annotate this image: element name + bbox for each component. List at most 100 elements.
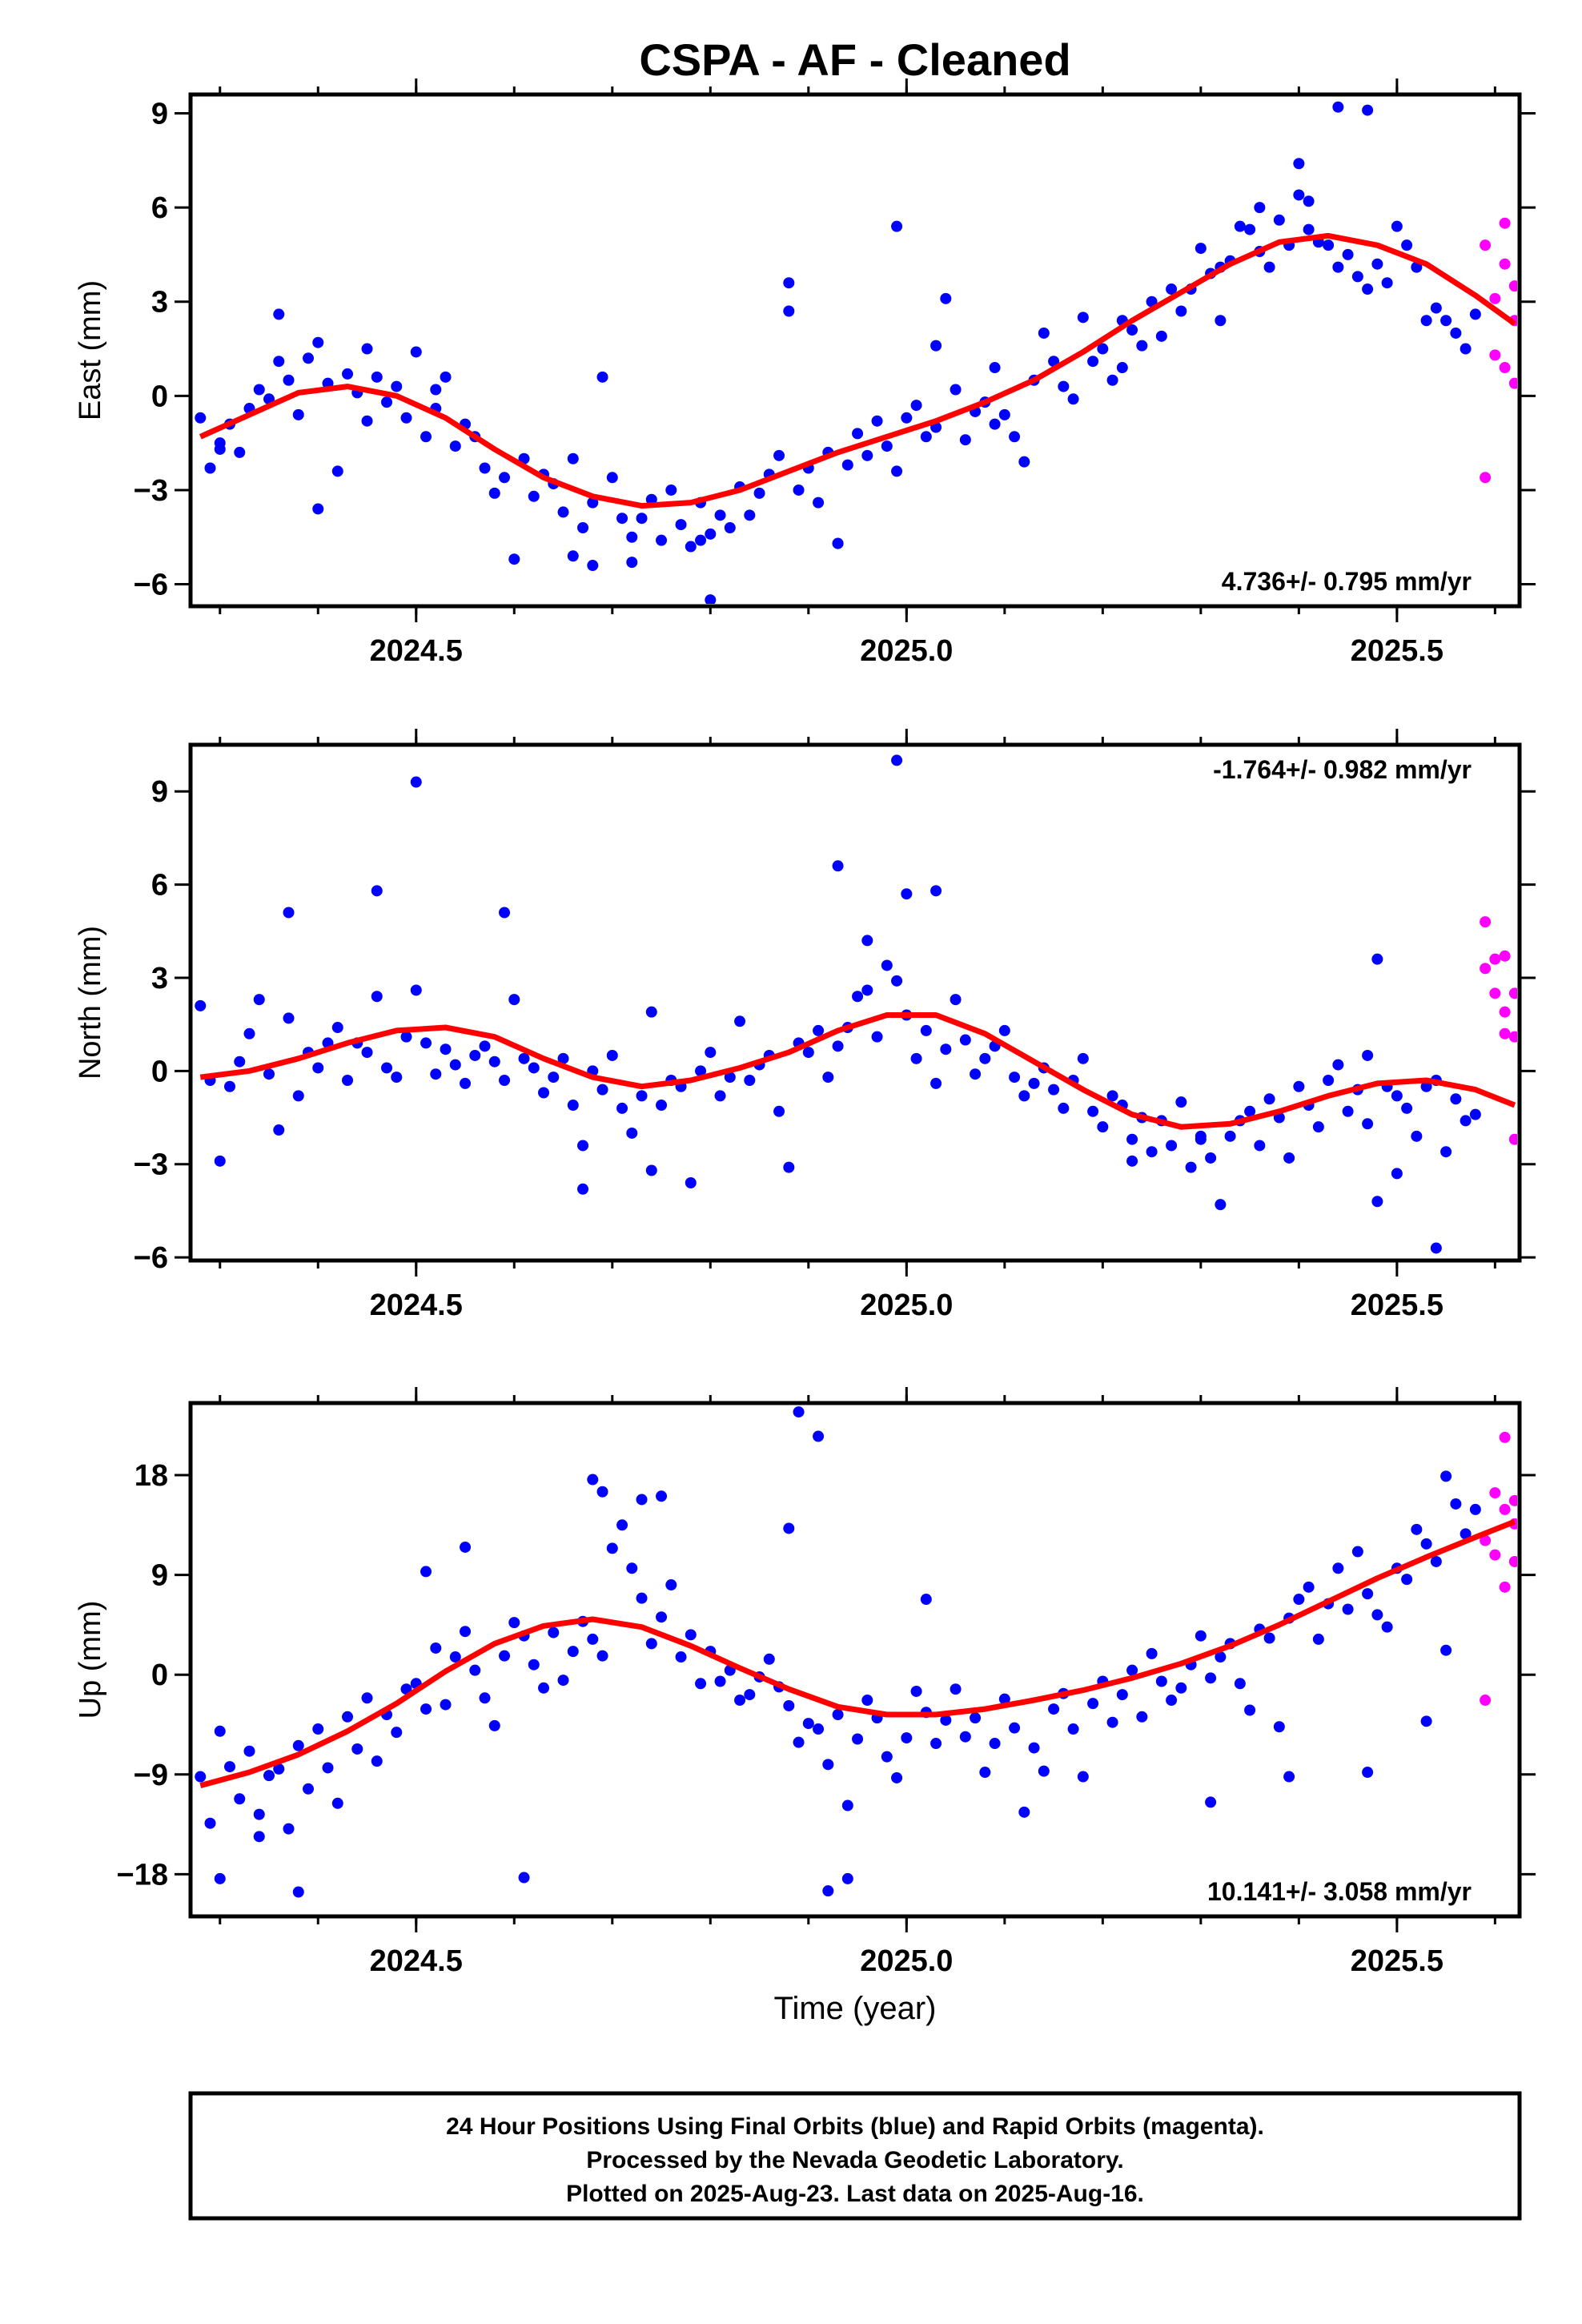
final-orbit-point bbox=[273, 1763, 285, 1775]
final-orbit-point bbox=[499, 1074, 511, 1086]
final-orbit-point bbox=[1126, 324, 1138, 336]
final-orbit-point bbox=[1420, 315, 1432, 327]
final-orbit-point bbox=[959, 434, 971, 446]
x-axis-label: Time (year) bbox=[774, 1991, 937, 2026]
final-orbit-point bbox=[371, 991, 383, 1003]
x-tick-label: 2025.5 bbox=[1351, 1944, 1443, 1978]
final-orbit-point bbox=[351, 1743, 363, 1755]
final-orbit-point bbox=[891, 1771, 903, 1783]
final-orbit-point bbox=[469, 1049, 481, 1061]
final-orbit-point bbox=[636, 1494, 648, 1506]
final-orbit-point bbox=[283, 1823, 295, 1835]
y-tick-label: −3 bbox=[134, 474, 168, 508]
final-orbit-point bbox=[714, 509, 726, 521]
final-orbit-point bbox=[665, 484, 677, 496]
rapid-orbit-point bbox=[1489, 292, 1501, 304]
final-orbit-point bbox=[557, 1052, 569, 1064]
final-orbit-point bbox=[705, 1047, 717, 1059]
final-orbit-point bbox=[861, 935, 873, 947]
final-orbit-point bbox=[440, 1043, 452, 1055]
y-tick-label: −18 bbox=[117, 1858, 168, 1892]
final-orbit-point bbox=[420, 1566, 432, 1578]
final-orbit-point bbox=[1460, 1528, 1472, 1540]
final-orbit-point bbox=[567, 452, 579, 464]
rapid-orbit-point bbox=[1508, 987, 1517, 999]
rapid-orbit-point bbox=[1499, 950, 1511, 962]
plot-frame bbox=[188, 742, 1522, 1263]
plot-frame bbox=[188, 1401, 1522, 1919]
final-orbit-point bbox=[1087, 1105, 1099, 1117]
final-orbit-point bbox=[234, 1793, 246, 1805]
final-orbit-point bbox=[1106, 374, 1118, 386]
final-orbit-point bbox=[577, 1183, 589, 1195]
final-orbit-point bbox=[1401, 1102, 1413, 1114]
final-orbit-point bbox=[1391, 1168, 1403, 1180]
final-orbit-point bbox=[656, 534, 668, 546]
final-orbit-point bbox=[645, 1638, 657, 1650]
east-panel: 2024.5 2025.0 2025.5 9 6 3 0 −3 −6 East (mm) 4.736… bbox=[74, 78, 1536, 668]
final-orbit-point bbox=[1136, 340, 1148, 352]
final-orbit-point bbox=[214, 1872, 226, 1884]
final-orbit-point bbox=[753, 487, 765, 499]
footer-line-1: 24 Hour Positions Using Final Orbits (bl… bbox=[446, 2113, 1264, 2140]
final-orbit-point bbox=[685, 1177, 697, 1189]
final-orbit-point bbox=[852, 1733, 864, 1745]
final-orbit-point bbox=[1175, 1682, 1187, 1694]
final-orbit-point bbox=[420, 1703, 432, 1715]
final-orbit-point bbox=[1106, 1716, 1118, 1728]
final-orbit-point bbox=[195, 412, 207, 424]
rate-label: -1.764+/- 0.982 mm/yr bbox=[1213, 755, 1472, 784]
final-orbit-point bbox=[1018, 1806, 1030, 1818]
final-orbit-point bbox=[724, 521, 736, 533]
final-orbit-point bbox=[881, 1751, 893, 1763]
final-orbit-point bbox=[920, 431, 932, 443]
final-orbit-point bbox=[979, 1767, 991, 1779]
final-orbit-point bbox=[813, 1024, 825, 1036]
final-orbit-point bbox=[773, 1105, 785, 1117]
final-orbit-point bbox=[1303, 1581, 1315, 1593]
final-orbit-point bbox=[1234, 220, 1246, 232]
final-orbit-point bbox=[616, 1102, 628, 1114]
final-orbit-point bbox=[1371, 1609, 1383, 1621]
y-tick-label: 0 bbox=[151, 1659, 168, 1692]
final-orbit-point bbox=[891, 975, 903, 987]
y-tick-label: 9 bbox=[151, 98, 168, 131]
final-orbit-point bbox=[391, 1072, 403, 1084]
final-orbit-point bbox=[214, 1155, 226, 1167]
final-orbit-point bbox=[1362, 1767, 1374, 1779]
data-layer bbox=[195, 1406, 1517, 1898]
final-orbit-point bbox=[1215, 315, 1227, 327]
final-orbit-point bbox=[1362, 1588, 1374, 1600]
rapid-orbit-point bbox=[1480, 963, 1492, 975]
y-tick-label: 9 bbox=[151, 1559, 168, 1593]
final-orbit-point bbox=[596, 1650, 608, 1662]
final-orbit-point bbox=[1430, 1555, 1442, 1567]
final-orbit-point bbox=[410, 984, 422, 996]
final-orbit-point bbox=[400, 1031, 412, 1043]
final-orbit-point bbox=[871, 1031, 883, 1043]
final-orbit-point bbox=[714, 1090, 726, 1102]
final-orbit-point bbox=[361, 343, 373, 355]
rapid-orbit-point bbox=[1508, 1494, 1517, 1506]
final-orbit-point bbox=[714, 1675, 726, 1687]
final-orbit-point bbox=[841, 459, 853, 471]
final-orbit-point bbox=[1450, 1498, 1462, 1510]
final-orbit-point bbox=[1381, 277, 1393, 289]
final-orbit-point bbox=[488, 1055, 500, 1068]
final-orbit-point bbox=[361, 1047, 373, 1059]
final-orbit-point bbox=[460, 1626, 472, 1638]
final-orbit-point bbox=[852, 991, 864, 1003]
final-orbit-point bbox=[243, 1027, 255, 1039]
final-orbit-point bbox=[449, 440, 461, 452]
final-orbit-point bbox=[1391, 220, 1403, 232]
final-orbit-point bbox=[1067, 1723, 1079, 1735]
final-orbit-point bbox=[1009, 1072, 1021, 1084]
final-orbit-point bbox=[979, 1052, 991, 1064]
final-orbit-point bbox=[852, 428, 864, 440]
final-orbit-point bbox=[283, 1012, 295, 1024]
rapid-orbit-point bbox=[1499, 258, 1511, 270]
final-orbit-point bbox=[420, 1037, 432, 1049]
final-orbit-point bbox=[1293, 1080, 1305, 1092]
final-orbit-point bbox=[361, 415, 373, 427]
y-tick-label: −6 bbox=[134, 1241, 168, 1275]
